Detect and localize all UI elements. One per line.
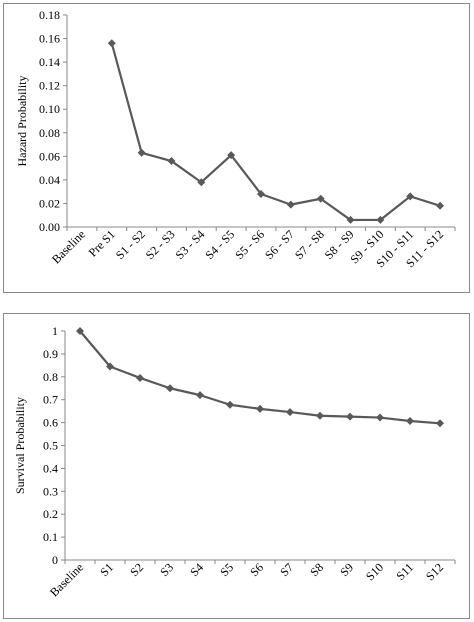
data-point-marker — [227, 151, 236, 160]
y-axis-title: Hazard Probability — [15, 76, 29, 167]
y-tick-label: 0.4 — [43, 461, 58, 475]
x-tick-label: S8 — [307, 560, 326, 579]
y-tick-label: 0.2 — [43, 507, 58, 521]
y-axis-title: Survival Probability — [13, 397, 27, 494]
x-tick-label: S6 - S7 — [262, 227, 297, 262]
x-tick-label: S5 - S6 — [232, 227, 267, 262]
y-tick-label: 0.8 — [43, 370, 58, 384]
data-point-marker — [376, 413, 384, 422]
x-tick-label: S7 - S8 — [292, 227, 327, 262]
data-point-marker — [196, 391, 204, 400]
y-tick-label: 0.08 — [39, 126, 60, 140]
data-point-marker — [137, 148, 146, 157]
y-tick-label: 0.6 — [43, 416, 58, 430]
x-tick-label: S3 - S4 — [173, 227, 208, 262]
y-tick-label: 0.3 — [43, 484, 58, 498]
data-point-marker — [76, 327, 84, 335]
chart-hazard: 0.00 0.02 0.04 0.06 0.08 0.10 0.12 0.14 0.16 0.18… — [15, 8, 456, 270]
y-tick-label: 0.7 — [43, 393, 58, 407]
data-point-marker — [316, 411, 324, 420]
x-tick-label: S10 — [363, 560, 386, 583]
y-tick-label: 0.16 — [39, 32, 60, 46]
data-point-marker — [167, 157, 176, 166]
x-tick-label: S6 — [247, 560, 266, 579]
data-point-marker — [257, 190, 265, 199]
data-point-marker — [286, 200, 295, 209]
x-tick-label: S2 — [127, 560, 146, 579]
x-tick-label: S12 — [423, 560, 446, 583]
data-point-marker — [406, 192, 415, 201]
hazard-chart-panel — [3, 3, 470, 293]
data-point-marker — [166, 384, 174, 393]
y-tick-label: 0.10 — [39, 102, 60, 116]
x-tick-label: S4 — [187, 560, 206, 579]
x-tick-label: S2 - S3 — [143, 227, 178, 262]
y-tick-label: 0.14 — [39, 55, 60, 69]
y-tick-label: 0.00 — [39, 220, 60, 234]
series-line — [110, 42, 441, 222]
data-point-marker — [256, 404, 264, 413]
y-tick-label: 0.06 — [39, 149, 60, 163]
x-tick-label: S7 — [277, 560, 296, 579]
y-tick-label: 1 — [52, 324, 58, 338]
x-tick-label: Pre S1 — [86, 227, 118, 259]
y-tick-label: 0.1 — [43, 530, 58, 544]
y-tick-label: 0.5 — [43, 439, 58, 453]
y-tick-label: 0.9 — [43, 347, 58, 361]
data-point-marker — [106, 362, 114, 371]
data-point-marker — [346, 215, 355, 224]
data-point-marker — [346, 412, 354, 421]
x-tick-label: S1 - S2 — [113, 227, 148, 262]
y-tick-label: 0.12 — [39, 79, 60, 93]
data-point-marker — [316, 194, 325, 203]
data-point-marker — [136, 373, 144, 382]
data-point-marker — [197, 178, 206, 187]
data-point-marker — [226, 400, 234, 409]
y-tick-label: 0.02 — [39, 196, 60, 210]
data-point-marker — [436, 201, 445, 210]
data-point-marker — [406, 416, 414, 425]
x-tick-label: S9 — [337, 560, 356, 579]
x-tick-label: S1 — [97, 560, 116, 579]
data-point-marker — [107, 39, 116, 48]
x-tick-label: S4 - S5 — [202, 227, 237, 262]
data-point-marker — [376, 215, 385, 224]
x-tick-label: S3 — [157, 560, 176, 579]
y-tick-label: 0 — [52, 553, 58, 567]
y-tick-label: 0.04 — [39, 173, 60, 187]
data-point-marker — [436, 419, 444, 428]
y-tick-label: 0.18 — [39, 8, 60, 22]
survival-chart-panel — [3, 313, 470, 619]
x-tick-label: S11 — [393, 560, 416, 583]
x-tick-label: S5 — [217, 560, 236, 579]
data-point-marker — [286, 408, 294, 417]
